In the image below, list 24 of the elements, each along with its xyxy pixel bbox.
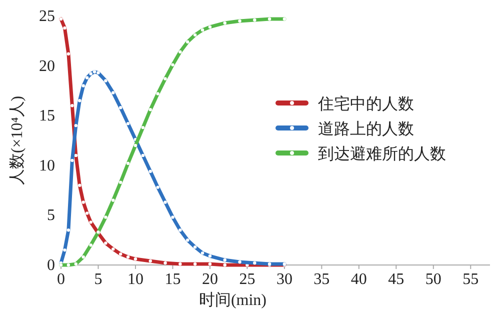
x-tick-label: 50 xyxy=(425,271,442,288)
y-tick-label: 20 xyxy=(39,58,55,75)
x-tick-label: 40 xyxy=(350,271,367,288)
legend-label: 到达避难所的人数 xyxy=(318,145,446,163)
x-tick-label: 5 xyxy=(94,271,102,288)
x-tick-label: 35 xyxy=(314,271,330,288)
y-tick-label: 25 xyxy=(39,8,55,25)
y-tick-label: 5 xyxy=(47,207,55,224)
legend-label: 住宅中的人数 xyxy=(317,95,414,113)
x-tick-label: 15 xyxy=(164,271,181,288)
y-tick-label: 0 xyxy=(47,257,55,274)
x-tick-label: 30 xyxy=(276,271,292,288)
legend-label: 道路上的人数 xyxy=(318,120,414,138)
x-tick-label: 45 xyxy=(388,271,404,288)
x-tick-label: 55 xyxy=(462,271,479,288)
y-tick-label: 15 xyxy=(39,108,55,125)
x-tick-label: 25 xyxy=(239,271,256,288)
line-series xyxy=(59,70,286,267)
y-axis-title: 人数(×10⁴人) xyxy=(9,96,26,186)
x-axis-title: 时间(min) xyxy=(198,291,266,309)
line-series xyxy=(59,17,286,267)
x-tick-label: 10 xyxy=(127,271,144,288)
y-tick-label: 10 xyxy=(39,157,55,174)
x-tick-label: 20 xyxy=(202,271,218,288)
